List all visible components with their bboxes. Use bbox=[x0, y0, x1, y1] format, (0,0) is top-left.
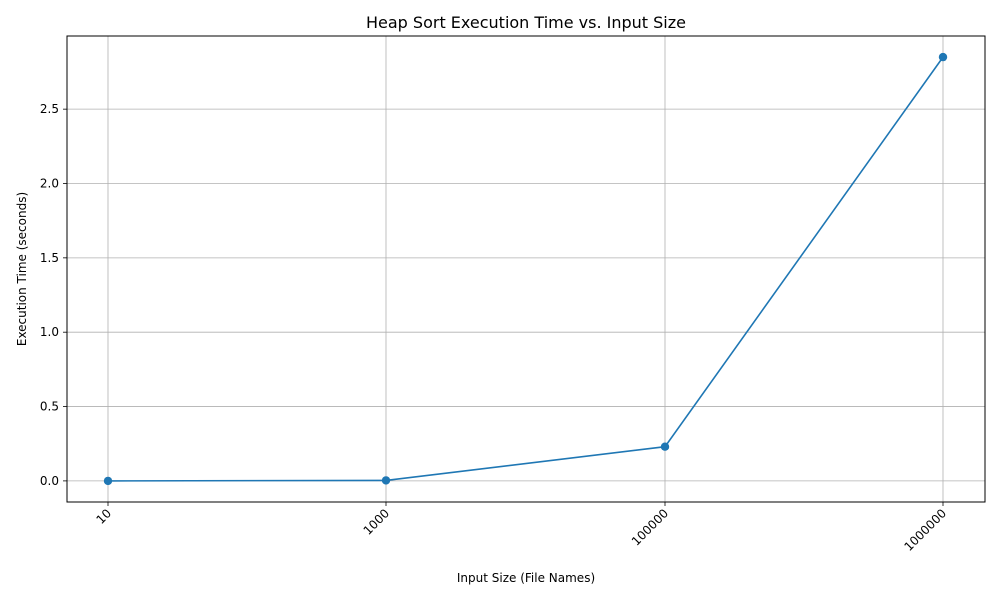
y-tick-label: 2.0 bbox=[40, 177, 59, 191]
x-axis-label: Input Size (File Names) bbox=[457, 571, 595, 585]
data-point bbox=[103, 476, 113, 486]
data-point bbox=[660, 442, 670, 451]
y-axis-ticks: 0.0 0.5 1.0 1.5 2.0 2.5 bbox=[40, 102, 67, 488]
data-point bbox=[938, 52, 948, 62]
y-tick-label: 2.5 bbox=[40, 102, 59, 116]
data-point bbox=[381, 476, 391, 485]
chart-title: Heap Sort Execution Time vs. Input Size bbox=[366, 13, 686, 32]
series-line bbox=[107, 56, 944, 482]
y-tick-label: 1.0 bbox=[40, 325, 59, 339]
y-tick-label: 1.5 bbox=[40, 251, 59, 265]
y-axis-label: Execution Time (seconds) bbox=[15, 192, 29, 346]
y-tick-label: 0.0 bbox=[40, 474, 59, 488]
series-layer bbox=[103, 52, 948, 486]
y-tick-label: 0.5 bbox=[40, 400, 59, 414]
plot-area-frame bbox=[66, 35, 986, 503]
